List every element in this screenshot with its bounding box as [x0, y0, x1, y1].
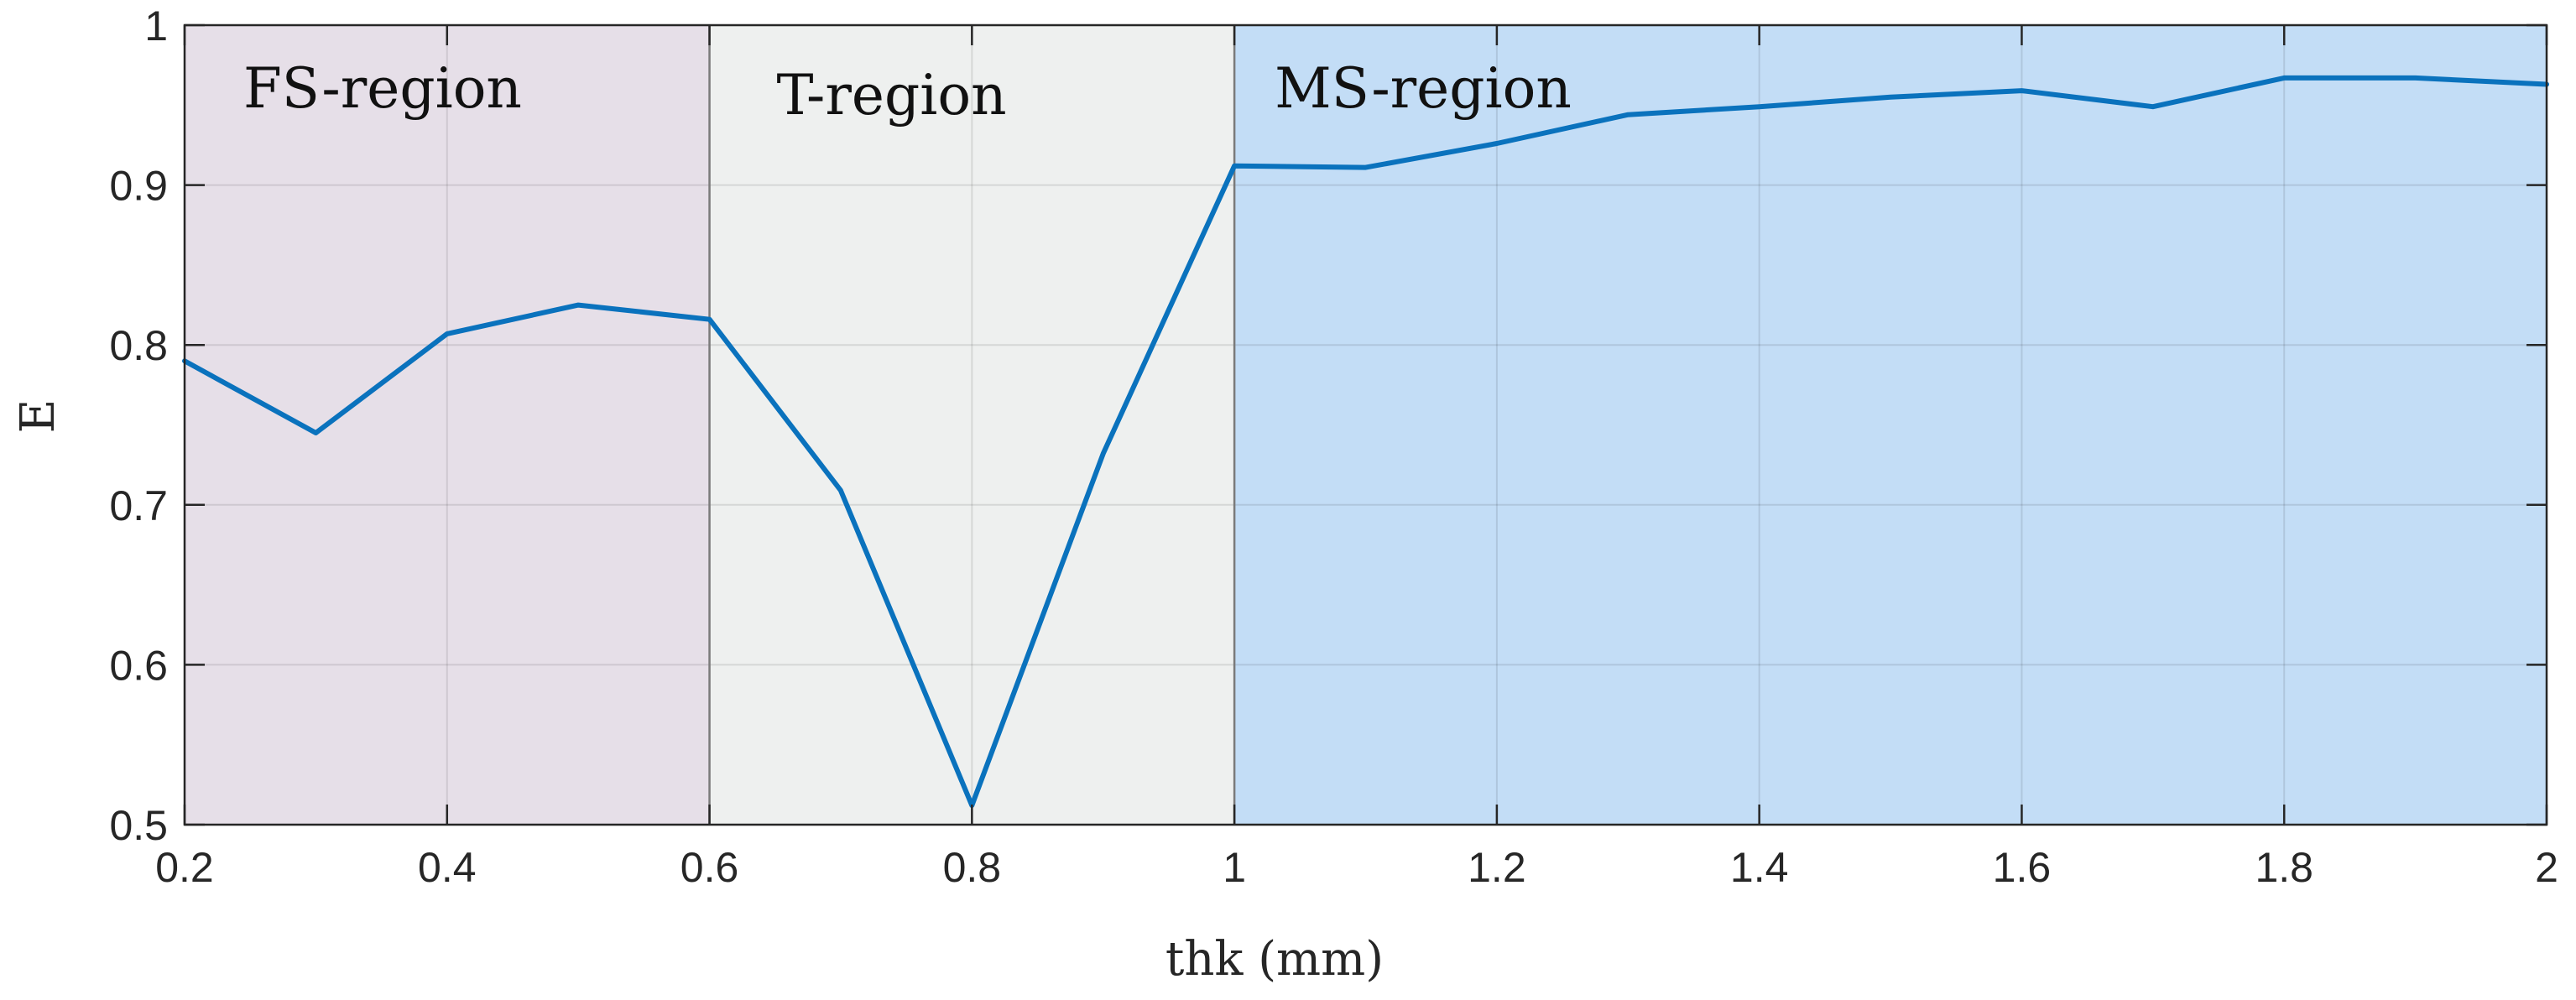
region-background-fs-region — [185, 25, 710, 825]
x-tick-label: 1.2 — [1468, 844, 1526, 891]
x-tick-label: 0.4 — [418, 844, 477, 891]
x-tick-label: 0.6 — [681, 844, 739, 891]
x-tick-label: 1.4 — [1730, 844, 1789, 891]
y-axis-title: E — [11, 399, 65, 434]
plot-area-border — [183, 23, 2548, 826]
y-tick-label: 0.9 — [109, 163, 168, 210]
y-tick-label: 1 — [144, 3, 168, 49]
region-labels: FS-region T-region MS-region — [243, 56, 1572, 128]
region-label-t-region: T-region — [777, 63, 1007, 128]
x-axis-title: thk (mm) — [1165, 932, 1384, 987]
region-backgrounds — [185, 25, 2547, 825]
data-series — [182, 75, 2549, 809]
y-tick-label: 0.6 — [109, 642, 168, 689]
x-axis-ticks: 0.2 0.4 0.6 0.8 1 1.2 1.4 1.6 1.8 2 — [155, 25, 2558, 891]
region-background-t-region — [709, 25, 1235, 825]
x-tick-label: 1.6 — [1993, 844, 2052, 891]
region-label-ms-region: MS-region — [1275, 56, 1572, 121]
y-axis-ticks: 0.5 0.6 0.7 0.8 0.9 1 — [109, 3, 2547, 849]
x-tick-label: 1.8 — [2255, 844, 2313, 891]
x-tick-label: 1 — [1223, 844, 1246, 891]
region-label-fs-region: FS-region — [243, 56, 522, 121]
axes — [183, 23, 2548, 826]
x-tick-label: 0.2 — [155, 844, 214, 891]
region-dividers — [708, 25, 1236, 825]
series-line — [182, 75, 2549, 809]
region-background-ms-region — [1234, 25, 2547, 825]
y-tick-label: 0.8 — [109, 322, 168, 369]
x-tick-label: 0.8 — [943, 844, 1002, 891]
y-tick-label: 0.5 — [109, 802, 168, 849]
x-tick-label: 2 — [2535, 844, 2558, 891]
y-tick-label: 0.7 — [109, 482, 168, 529]
